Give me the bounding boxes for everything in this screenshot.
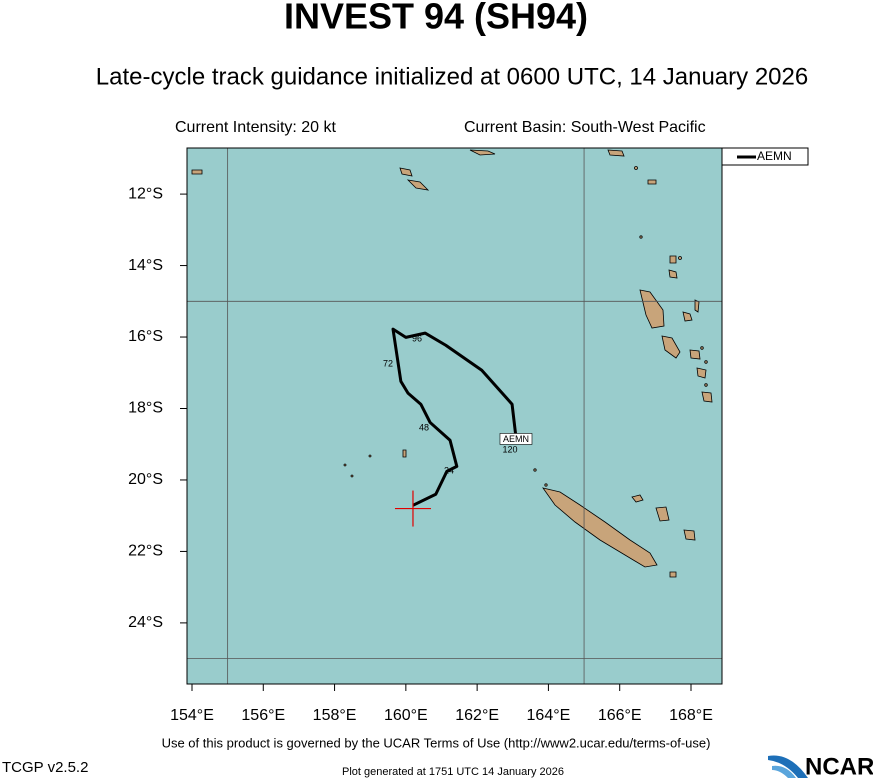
y-tick-label: 24°S (128, 614, 163, 631)
legend-box (721, 147, 809, 166)
legend-label: AEMN (757, 149, 792, 163)
track-line (391, 327, 518, 507)
basin: Current Basin: South-West Pacific (464, 119, 706, 136)
intensity: Current Intensity: 20 kt (175, 119, 337, 136)
logo-text: NCAR (805, 753, 873, 780)
hour-label: 24 (444, 465, 454, 475)
x-tick-label: 154°E (170, 707, 214, 724)
title: INVEST 94 (SH94) (284, 0, 588, 37)
x-tick-label: 156°E (241, 707, 285, 724)
land (191, 149, 713, 578)
hour-label: 96 (412, 333, 422, 343)
x-tick-label: 168°E (669, 707, 713, 724)
ocean (187, 148, 722, 684)
track-label-box (499, 433, 533, 445)
x-tick-label: 166°E (598, 707, 642, 724)
logo-swoosh (768, 755, 808, 778)
x-tick-label: 164°E (527, 707, 571, 724)
hour-label: 48 (419, 422, 429, 432)
y-tick-label: 12°S (128, 185, 163, 202)
version: TCGP v2.5.2 (2, 759, 88, 776)
y-tick-label: 22°S (128, 543, 163, 560)
track-label: AEMN (503, 434, 529, 444)
x-tick-label: 160°E (384, 707, 428, 724)
logo-swoosh (772, 765, 796, 778)
x-tick-label: 158°E (313, 707, 357, 724)
generated: Plot generated at 1751 UTC 14 January 20… (342, 766, 564, 778)
logo: NCAR (768, 753, 873, 780)
subtitle: Late-cycle track guidance initialized at… (96, 63, 808, 90)
hour-label: 72 (383, 358, 393, 368)
y-tick-label: 20°S (128, 471, 163, 488)
y-tick-label: 18°S (128, 400, 163, 417)
hour-label: 120 (502, 444, 517, 454)
terms: Use of this product is governed by the U… (162, 735, 711, 750)
x-tick-label: 162°E (455, 707, 499, 724)
y-tick-label: 14°S (128, 257, 163, 274)
plot-frame (186, 147, 723, 685)
y-tick-label: 16°S (128, 328, 163, 345)
